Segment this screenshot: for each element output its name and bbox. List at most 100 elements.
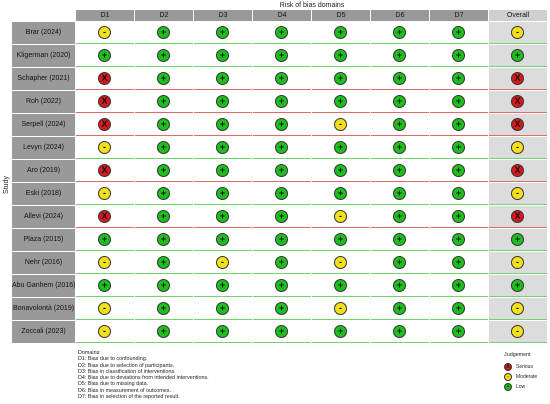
serious-risk-x-icon: X (98, 95, 111, 108)
low-risk-plus-icon: + (275, 49, 288, 62)
low-risk-plus-icon: + (157, 233, 170, 246)
low-risk-plus-icon: + (452, 256, 465, 269)
judgement-cell: + (371, 68, 429, 90)
low-risk-plus-icon: + (216, 72, 229, 85)
study-row: Eski (2018) - + + + + + + - (12, 183, 547, 205)
judgement-cell: + (430, 114, 488, 136)
low-risk-plus-icon: + (452, 325, 465, 338)
low-risk-plus-icon: + (334, 164, 347, 177)
low-risk-plus-icon: + (157, 187, 170, 200)
study-row: Plaza (2015) + + + + + + + + (12, 229, 547, 251)
judgement-cell: + (76, 45, 134, 67)
low-risk-plus-icon: + (393, 164, 406, 177)
legend-item-moderate: - Moderate (504, 372, 548, 382)
judgement-cell: - (489, 252, 547, 274)
judgement-cell: + (371, 137, 429, 159)
judgement-cell: + (194, 91, 252, 113)
judgement-cell: + (194, 160, 252, 182)
judgement-cell: + (194, 321, 252, 343)
domain-key-item: D7: Bias in selection of the reported re… (78, 394, 180, 401)
judgement-cell: + (194, 68, 252, 90)
low-risk-plus-icon: + (393, 325, 406, 338)
judgement-cell: + (135, 91, 193, 113)
study-row: Zoccali (2023) - + + + + + + - (12, 321, 547, 343)
low-risk-plus-icon: + (98, 49, 111, 62)
moderate-risk-minus-icon: - (334, 256, 347, 269)
low-risk-plus-icon: + (334, 49, 347, 62)
judgement-cell: + (312, 22, 370, 44)
low-risk-plus-icon: + (393, 187, 406, 200)
judgement-cell: + (253, 91, 311, 113)
moderate-risk-minus-icon: - (511, 26, 524, 39)
judgement-cell: + (312, 275, 370, 297)
low-risk-plus-icon: + (157, 118, 170, 131)
low-risk-plus-icon: + (275, 256, 288, 269)
judgement-cell: + (135, 68, 193, 90)
judgement-cell: + (135, 252, 193, 274)
judgement-cell: + (194, 298, 252, 320)
judgement-cell: - (194, 252, 252, 274)
judgement-cell: + (194, 22, 252, 44)
judgement-cell: + (194, 45, 252, 67)
judgement-cell: + (430, 275, 488, 297)
low-risk-plus-icon: + (157, 256, 170, 269)
judgement-cell: + (253, 137, 311, 159)
judgement-cell: + (371, 45, 429, 67)
study-label: Schapher (2021) (12, 68, 75, 90)
low-risk-plus-icon: + (275, 26, 288, 39)
low-risk-plus-icon: + (157, 302, 170, 315)
judgement-cell: + (430, 160, 488, 182)
judgement-cell: X (489, 160, 547, 182)
low-risk-plus-icon: + (452, 233, 465, 246)
low-risk-plus-icon: + (216, 164, 229, 177)
column-header-d6: D6 (371, 10, 429, 21)
judgement-cell: + (371, 114, 429, 136)
low-risk-plus-icon: + (157, 72, 170, 85)
low-risk-plus-icon: + (393, 72, 406, 85)
judgement-cell: - (76, 22, 134, 44)
judgement-cell: + (135, 275, 193, 297)
low-risk-plus-icon: + (511, 49, 524, 62)
judgement-cell: + (253, 183, 311, 205)
study-row: Aro (2019) X + + + + + + X (12, 160, 547, 182)
low-risk-plus-icon: + (393, 141, 406, 154)
moderate-risk-minus-icon: - (216, 256, 229, 269)
domains-key-heading: Domains: (78, 350, 101, 356)
domain-key-item: D3: Bias in classification of interventi… (78, 368, 176, 375)
column-header-d1: D1 (76, 10, 134, 21)
moderate-risk-minus-icon: - (98, 187, 111, 200)
domains-key: Domains: D1: Bias due to confounding. D2… (78, 350, 458, 400)
study-label: Serpell (2024) (12, 114, 75, 136)
judgement-cell: + (371, 252, 429, 274)
legend-label: Low (516, 384, 526, 390)
low-risk-plus-icon: + (452, 95, 465, 108)
judgement-cell: + (76, 229, 134, 251)
low-risk-plus-icon: + (393, 233, 406, 246)
study-row: Abu Ganhem (2016) + + + + + + + + (12, 275, 547, 297)
moderate-risk-minus-icon: - (334, 210, 347, 223)
study-label: Levyn (2024) (12, 137, 75, 159)
judgement-cell: + (253, 275, 311, 297)
low-risk-plus-icon: + (216, 325, 229, 338)
serious-dot-icon: X (504, 363, 512, 371)
low-risk-plus-icon: + (334, 279, 347, 292)
serious-risk-x-icon: X (98, 210, 111, 223)
low-risk-plus-icon: + (393, 95, 406, 108)
judgement-cell: - (76, 183, 134, 205)
judgement-cell: + (489, 229, 547, 251)
judgement-cell: + (430, 137, 488, 159)
low-dot-icon: + (504, 383, 512, 391)
judgement-cell: + (371, 91, 429, 113)
judgement-cell: - (489, 183, 547, 205)
judgement-cell: X (489, 91, 547, 113)
study-label: Brar (2024) (12, 22, 75, 44)
low-risk-plus-icon: + (216, 118, 229, 131)
legend-label: Serious (516, 364, 533, 370)
judgement-cell: + (312, 321, 370, 343)
judgement-cell: + (312, 68, 370, 90)
study-axis-label: Study (3, 176, 10, 194)
column-header-d5: D5 (312, 10, 370, 21)
low-risk-plus-icon: + (511, 233, 524, 246)
judgement-cell: X (76, 91, 134, 113)
low-risk-plus-icon: + (157, 325, 170, 338)
